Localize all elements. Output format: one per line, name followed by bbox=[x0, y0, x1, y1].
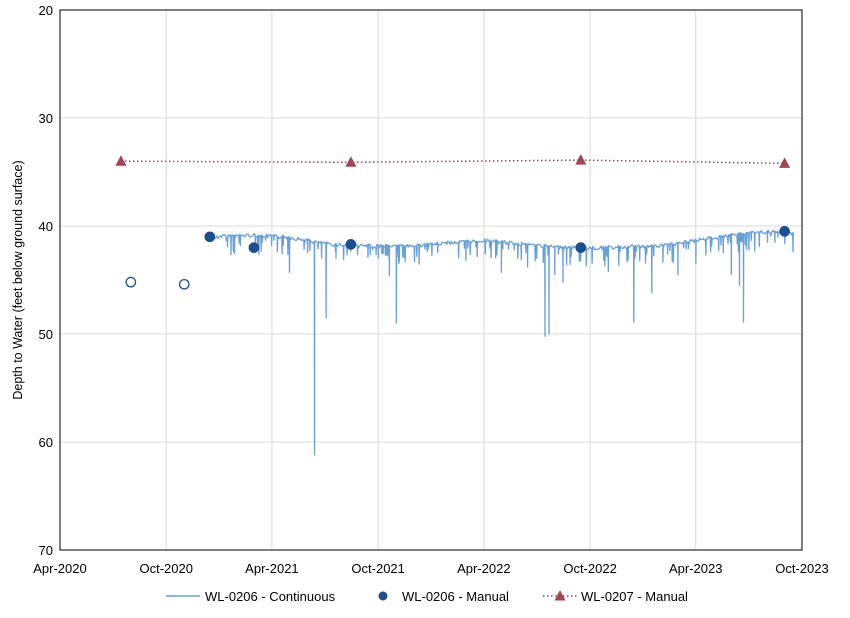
y-tick-label: 70 bbox=[39, 543, 53, 558]
x-tick-label: Apr-2021 bbox=[245, 561, 298, 576]
x-tick-label: Apr-2020 bbox=[33, 561, 86, 576]
legend-label-wl0206-manual: WL-0206 - Manual bbox=[402, 589, 509, 604]
wl0206-manual-point bbox=[779, 226, 790, 237]
x-tick-label: Oct-2021 bbox=[351, 561, 404, 576]
x-tick-label: Oct-2022 bbox=[563, 561, 616, 576]
series-wl0207-manual-line bbox=[120, 159, 785, 165]
legend: WL-0206 - Continuous WL-0206 - Manual WL-0… bbox=[166, 589, 688, 604]
wl0206-manual-point bbox=[125, 276, 137, 288]
plot-frame bbox=[59, 9, 803, 551]
wl0207-manual-point bbox=[575, 154, 587, 165]
series-layer bbox=[115, 154, 794, 456]
plot-area bbox=[60, 10, 802, 550]
y-tick-label: 40 bbox=[39, 219, 53, 234]
wl0207-manual-point bbox=[115, 155, 127, 166]
wl0207-manual-point bbox=[779, 157, 791, 168]
y-tick-label: 60 bbox=[39, 435, 53, 450]
y-tick-label: 30 bbox=[39, 111, 53, 126]
legend-swatch-wl0207-triangle bbox=[554, 590, 566, 601]
series-wl0206-continuous-line bbox=[209, 229, 794, 456]
x-tick-label: Apr-2023 bbox=[669, 561, 722, 576]
wl0206-manual-point bbox=[345, 239, 357, 250]
gridlines bbox=[60, 10, 802, 550]
wl0206-manual-point bbox=[178, 278, 190, 290]
wl0206-manual-point bbox=[575, 242, 587, 253]
y-tick-label: 20 bbox=[39, 3, 53, 18]
y-tick-labels: 20 30 40 50 60 70 bbox=[39, 3, 53, 558]
x-tick-labels: Apr-2020 Oct-2020 Apr-2021 Oct-2021 Apr-2022… bbox=[33, 561, 828, 576]
y-axis-title: Depth to Water (feet below ground surfac… bbox=[11, 160, 25, 399]
y-tick-label: 50 bbox=[39, 327, 53, 342]
wl0207-manual-point bbox=[345, 156, 357, 167]
wl0206-manual-point bbox=[204, 231, 216, 243]
x-tick-label: Apr-2022 bbox=[457, 561, 510, 576]
wl0206-manual-point bbox=[248, 242, 260, 253]
legend-swatch-wl0206-manual bbox=[378, 591, 388, 601]
x-tick-label: Oct-2023 bbox=[775, 561, 828, 576]
x-tick-label: Oct-2020 bbox=[140, 561, 193, 576]
legend-label-wl0207-manual: WL-0207 - Manual bbox=[581, 589, 688, 604]
legend-label-wl0206-continuous: WL-0206 - Continuous bbox=[205, 589, 336, 604]
